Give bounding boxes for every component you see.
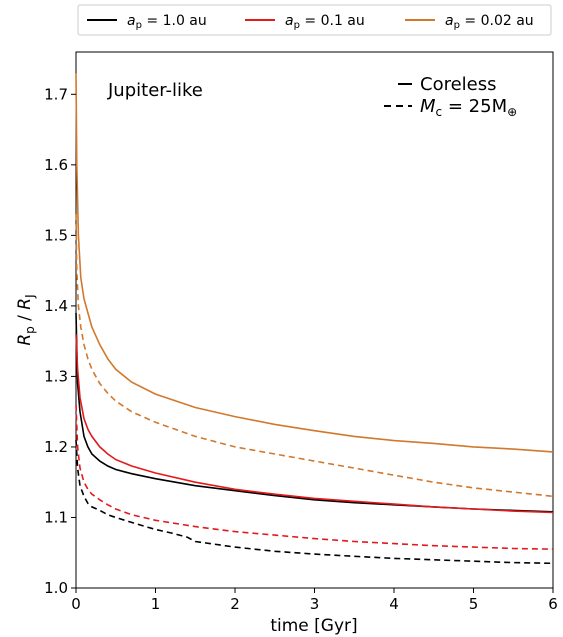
y-tick-label: 1.7	[44, 85, 68, 103]
x-tick-label: 2	[230, 595, 240, 613]
y-tick-label: 1.0	[44, 579, 68, 597]
y-tick-label: 1.2	[44, 438, 68, 456]
series-line-5-dashed	[75, 214, 554, 498]
legend-frame	[77, 4, 552, 36]
style-legend-dashed-label: Mc = 25M⊕	[420, 96, 517, 119]
style-legend-dashed-sub2: ⊕	[507, 105, 517, 119]
series-line-2-solid	[75, 73, 554, 453]
x-tick-label: 4	[389, 595, 399, 613]
x-tick-label: 0	[71, 595, 81, 613]
x-tick-label: 5	[469, 595, 479, 613]
legend: ap = 1.0 au ap = 0.1 au ap = 0.02 au	[77, 4, 552, 36]
series-line-1-solid	[75, 334, 554, 514]
annotation-jupiter-like: Jupiter-like	[107, 80, 203, 101]
legend-label-0: ap = 1.0 au	[127, 13, 207, 31]
x-tick-label: 1	[151, 595, 161, 613]
series-line-4-dashed	[75, 404, 554, 550]
y-tick-label: 1.1	[44, 508, 68, 526]
x-tick-label: 3	[310, 595, 320, 613]
y-axis-label: Rp / RJ	[15, 294, 37, 345]
y-tick-label: 1.4	[44, 297, 68, 315]
plot-area: 0 1 2 3 4 5 6 1.0 1.1 1.2 1.3 1.4 1.5 1.6 1.7	[44, 51, 558, 613]
series-layer	[75, 73, 554, 565]
ticks-layer: 0 1 2 3 4 5 6 1.0 1.1 1.2 1.3 1.4 1.5 1.6 1.7	[44, 85, 558, 613]
series-line-3-dashed	[75, 439, 554, 565]
style-legend-dashed-value: = 25M	[442, 96, 507, 117]
x-axis-label: time [Gyr]	[270, 616, 357, 636]
style-legend-solid-label: Coreless	[420, 74, 497, 95]
style-legend-dashed-prefix: M	[420, 96, 436, 117]
legend-label-2: ap = 0.02 au	[445, 13, 534, 31]
y-tick-label: 1.6	[44, 156, 68, 174]
line-style-legend: Coreless Mc = 25M⊕	[384, 74, 517, 119]
y-tick-label: 1.5	[44, 226, 68, 244]
style-legend-dashed-sub: c	[436, 105, 443, 119]
x-tick-label: 6	[548, 595, 558, 613]
legend-label-1: ap = 0.1 au	[285, 13, 365, 31]
plot-frame	[75, 51, 554, 589]
y-tick-label: 1.3	[44, 367, 68, 385]
